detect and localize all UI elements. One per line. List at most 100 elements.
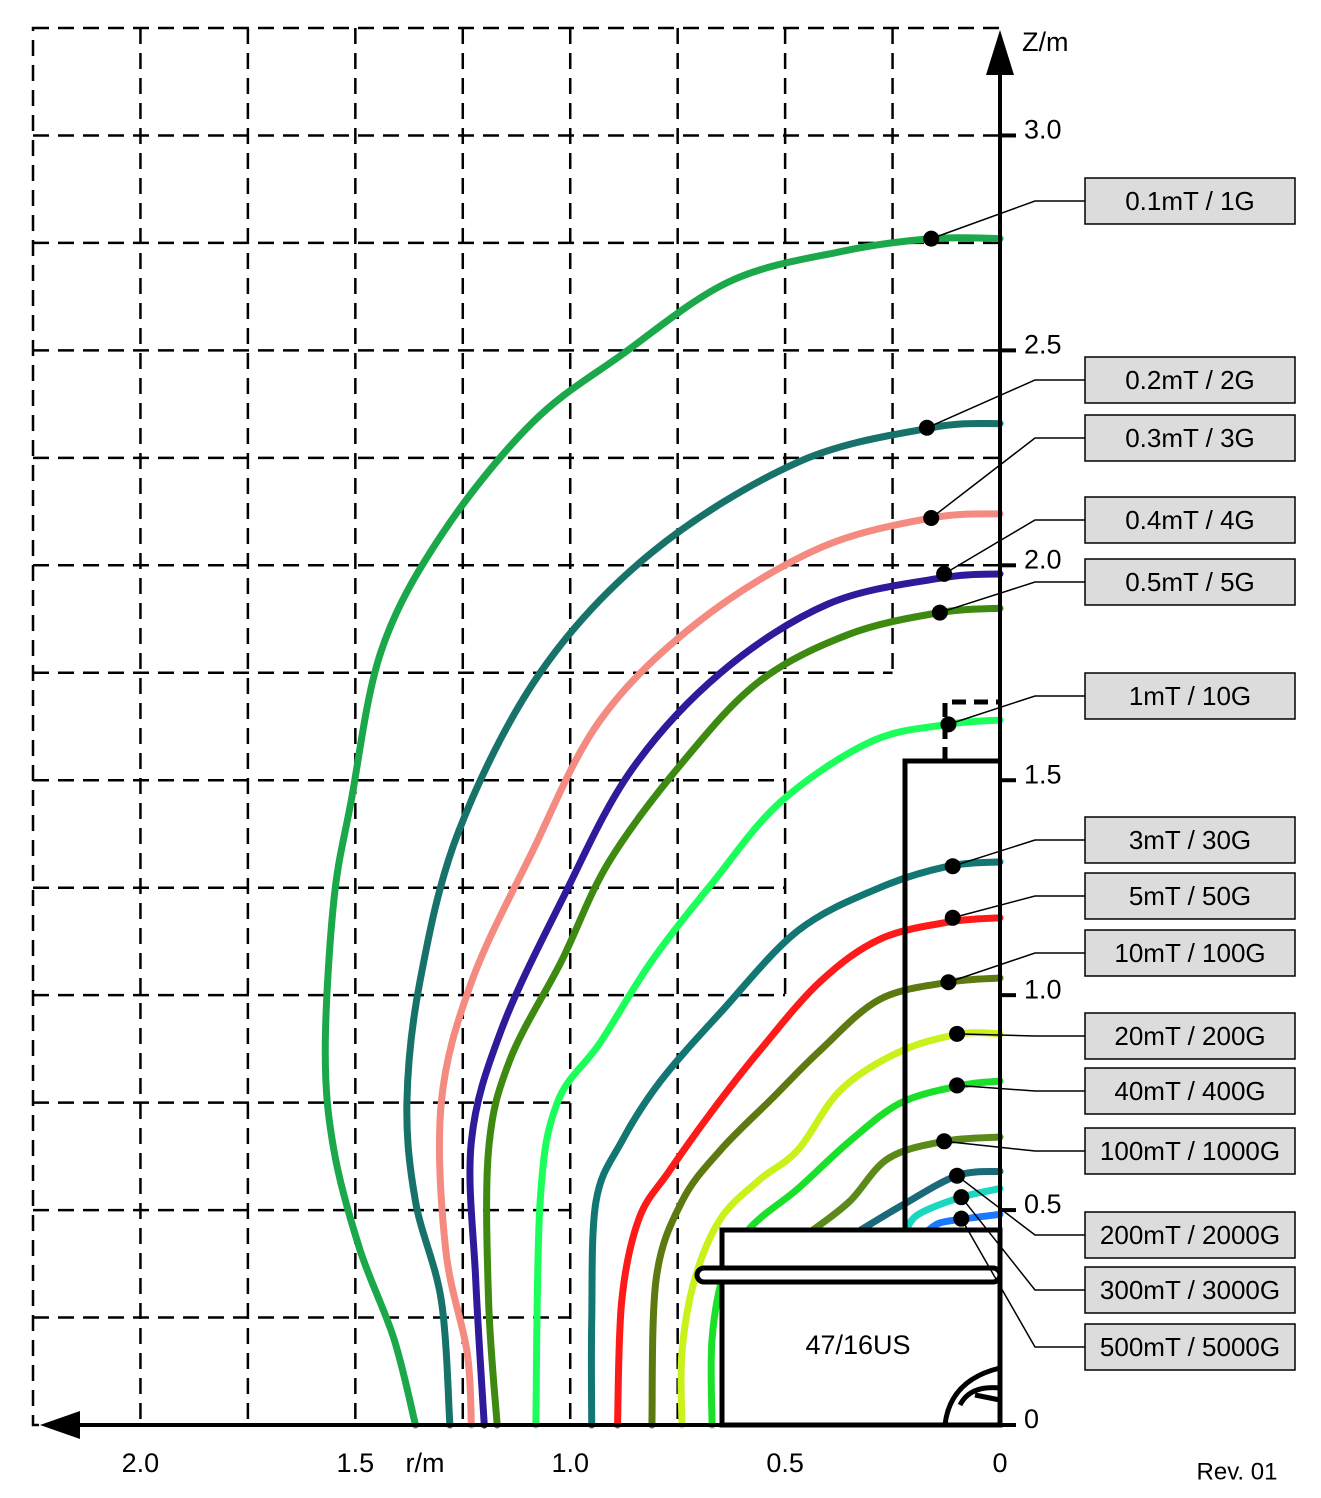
x-tick-label: 0 [992, 1448, 1007, 1478]
axes: Z/m r/m Rev. 01 0 0.5 1.0 1.5 2.0 2.5 3.0 2.0 1.… [40, 27, 1277, 1485]
contour-line [403, 419, 1004, 1429]
contour-marker [949, 1025, 966, 1042]
contour-marker [923, 230, 940, 247]
grid [31, 26, 1002, 1427]
y-tick-label: 1.5 [1024, 759, 1062, 789]
contour-marker [944, 909, 961, 926]
y-tick-label: 1.0 [1024, 974, 1062, 1004]
y-tick-label: 2.0 [1024, 544, 1062, 574]
contour-line [807, 1133, 1004, 1236]
legend-label: 40mT / 400G [1114, 1076, 1265, 1106]
legend-box [1084, 558, 1296, 606]
contour-marker [923, 510, 940, 527]
legend-box [1084, 356, 1296, 404]
legend-label: 0.4mT / 4G [1125, 505, 1255, 535]
legend-box [1084, 414, 1296, 462]
legend-label: 0.5mT / 5G [1125, 567, 1255, 597]
y-tick-label: 0 [1024, 1404, 1039, 1434]
magnet: 47/16US [694, 699, 1003, 1428]
x-tick-label: 1.5 [337, 1448, 375, 1478]
x-tick-label: 0.5 [766, 1448, 804, 1478]
contour-marker [931, 604, 948, 621]
magnet-column [902, 758, 1000, 1230]
leader-line [957, 1033, 1085, 1037]
legend-box [1084, 1266, 1296, 1314]
legend-label: 10mT / 100G [1114, 938, 1265, 968]
legend-label: 0.3mT / 3G [1125, 423, 1255, 453]
leader-line [930, 437, 1085, 519]
contour-marker [944, 858, 961, 875]
leader-line [952, 895, 1085, 919]
contour-marker [936, 565, 953, 582]
legend-label: 200mT / 2000G [1100, 1220, 1280, 1250]
legend-label: 0.1mT / 1G [1125, 186, 1255, 216]
contour-line [321, 234, 1004, 1429]
curves [321, 234, 1004, 1429]
x-axis-arrow [40, 1411, 80, 1439]
legend-label: 3mT / 30G [1129, 825, 1251, 855]
contour-marker [953, 1189, 970, 1206]
labels: 0.1mT / 1G 0.2mT / 2G 0.3mT / 3G 0.4mT / 4G… [918, 177, 1296, 1371]
leader-line [960, 1218, 1085, 1348]
legend-label: 300mT / 3000G [1100, 1275, 1280, 1305]
revision: Rev. 01 [1197, 1458, 1278, 1485]
leader-line [948, 695, 1085, 726]
contour-marker [953, 1210, 970, 1227]
legend-label: 500mT / 5000G [1100, 1332, 1280, 1362]
contour-marker [949, 1167, 966, 1184]
y-tick-label: 2.5 [1024, 330, 1062, 360]
leader-line [948, 952, 1085, 983]
contour-line [854, 1167, 1004, 1236]
contour-marker [940, 716, 957, 733]
legend-label: 20mT / 200G [1114, 1021, 1265, 1051]
contour-line [707, 1077, 1004, 1429]
legend-box [1084, 1067, 1296, 1115]
leader-line [956, 1084, 1085, 1092]
magnet-body [719, 1227, 1003, 1428]
legend-box [1084, 1323, 1296, 1371]
magnet-label: 47/16US [805, 1330, 910, 1360]
x-tick-label: 2.0 [122, 1448, 160, 1478]
legend-label: 0.2mT / 2G [1125, 365, 1255, 395]
leader-line [939, 581, 1085, 614]
legend-box [1084, 816, 1296, 864]
legend-box [1084, 1127, 1296, 1175]
contour-marker [936, 1133, 953, 1150]
y-tick-label: 0.5 [1024, 1189, 1062, 1219]
x-tick-label: 1.0 [551, 1448, 589, 1478]
contour-marker [940, 974, 957, 991]
legend-label: 5mT / 50G [1129, 881, 1251, 911]
legend-label: 100mT / 1000G [1100, 1136, 1280, 1166]
contour-line [483, 604, 1004, 1429]
legend-label: 1mT / 10G [1129, 681, 1251, 711]
legend-box [1084, 1211, 1296, 1259]
legend-box [1084, 1012, 1296, 1060]
plot-frame [31, 26, 1002, 1427]
leader-line [926, 379, 1085, 429]
legend-box [1084, 872, 1296, 920]
legend-box [1084, 496, 1296, 544]
contour-marker [918, 419, 935, 436]
contour-line [648, 974, 1004, 1429]
leader-line [952, 839, 1085, 867]
leader-line [943, 519, 1085, 575]
legend-box [1084, 672, 1296, 720]
y-axis-label: Z/m [1022, 27, 1069, 57]
y-axis-arrow [986, 30, 1014, 75]
contour-marker [949, 1077, 966, 1094]
leader-line [944, 1140, 1085, 1152]
legend-box [1084, 929, 1296, 977]
magnet-flange [694, 1265, 1003, 1285]
contour-line [677, 1029, 1004, 1429]
x-axis-label: r/m [406, 1448, 445, 1478]
contour-line [436, 510, 1004, 1429]
leader-line [930, 200, 1085, 240]
y-tick-label: 3.0 [1024, 115, 1062, 145]
contour-line [901, 1185, 1004, 1236]
contour-line [532, 716, 1004, 1429]
contour-line [466, 570, 1004, 1429]
leader-line [956, 1175, 1085, 1236]
magnet-top [942, 699, 1000, 761]
legend-box [1084, 177, 1296, 225]
